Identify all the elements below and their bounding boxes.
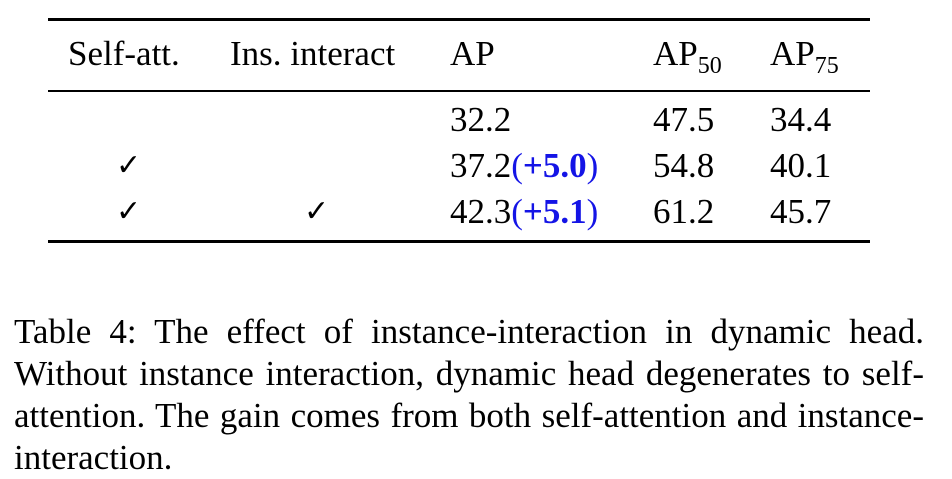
top-rule: [48, 18, 870, 21]
row-2-gain-close: ): [586, 192, 599, 231]
header-ap: AP: [450, 34, 495, 73]
row-1-ap50: 54.8: [653, 146, 715, 185]
header-ap75-base: AP: [770, 34, 815, 73]
header-ap50-sub: 50: [697, 53, 722, 79]
header-ap75-sub: 75: [814, 53, 839, 79]
row-2-self-att-check-icon: ✓: [116, 194, 142, 229]
bottom-rule: [48, 240, 870, 243]
row-2-gain-value: +5.1: [522, 192, 587, 231]
table-caption: Table 4: The effect of instance-interact…: [14, 312, 924, 477]
row-2-ins-interact-check-icon: ✓: [304, 194, 330, 229]
row-0-ap: 32.2: [450, 100, 512, 139]
header-ap50: AP50: [653, 34, 722, 78]
row-1-ap75: 40.1: [770, 146, 832, 185]
row-1-gain-open: (: [511, 146, 523, 185]
header-ins-interact: Ins. interact: [230, 34, 396, 73]
row-1-ap-value: 37.2: [450, 146, 512, 185]
row-2-gain-open: (: [511, 192, 523, 231]
row-1-gain-close: ): [586, 146, 599, 185]
row-2-ap: 42.3(+5.1): [450, 192, 598, 232]
header-ap75: AP75: [770, 34, 839, 78]
row-0-ap75: 34.4: [770, 100, 832, 139]
row-2-ap75: 45.7: [770, 192, 832, 231]
row-2-ap-gain: (+5.1): [511, 192, 598, 231]
header-rule: [48, 90, 870, 92]
header-self-att: Self-att.: [68, 34, 180, 73]
row-2-ap-value: 42.3: [450, 192, 512, 231]
row-1-gain-value: +5.0: [522, 146, 587, 185]
header-ap50-base: AP: [653, 34, 698, 73]
row-2-ap50: 61.2: [653, 192, 715, 231]
row-1-ap: 37.2(+5.0): [450, 146, 598, 186]
row-0-ap50: 47.5: [653, 100, 715, 139]
row-1-self-att-check-icon: ✓: [116, 148, 142, 183]
row-1-ap-gain: (+5.0): [511, 146, 598, 185]
